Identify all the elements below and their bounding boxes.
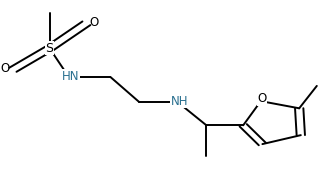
Text: O: O [90, 16, 99, 29]
Text: S: S [46, 42, 54, 55]
Text: NH: NH [171, 95, 188, 108]
Text: O: O [257, 92, 266, 105]
Text: HN: HN [62, 70, 79, 83]
Text: O: O [0, 62, 9, 75]
